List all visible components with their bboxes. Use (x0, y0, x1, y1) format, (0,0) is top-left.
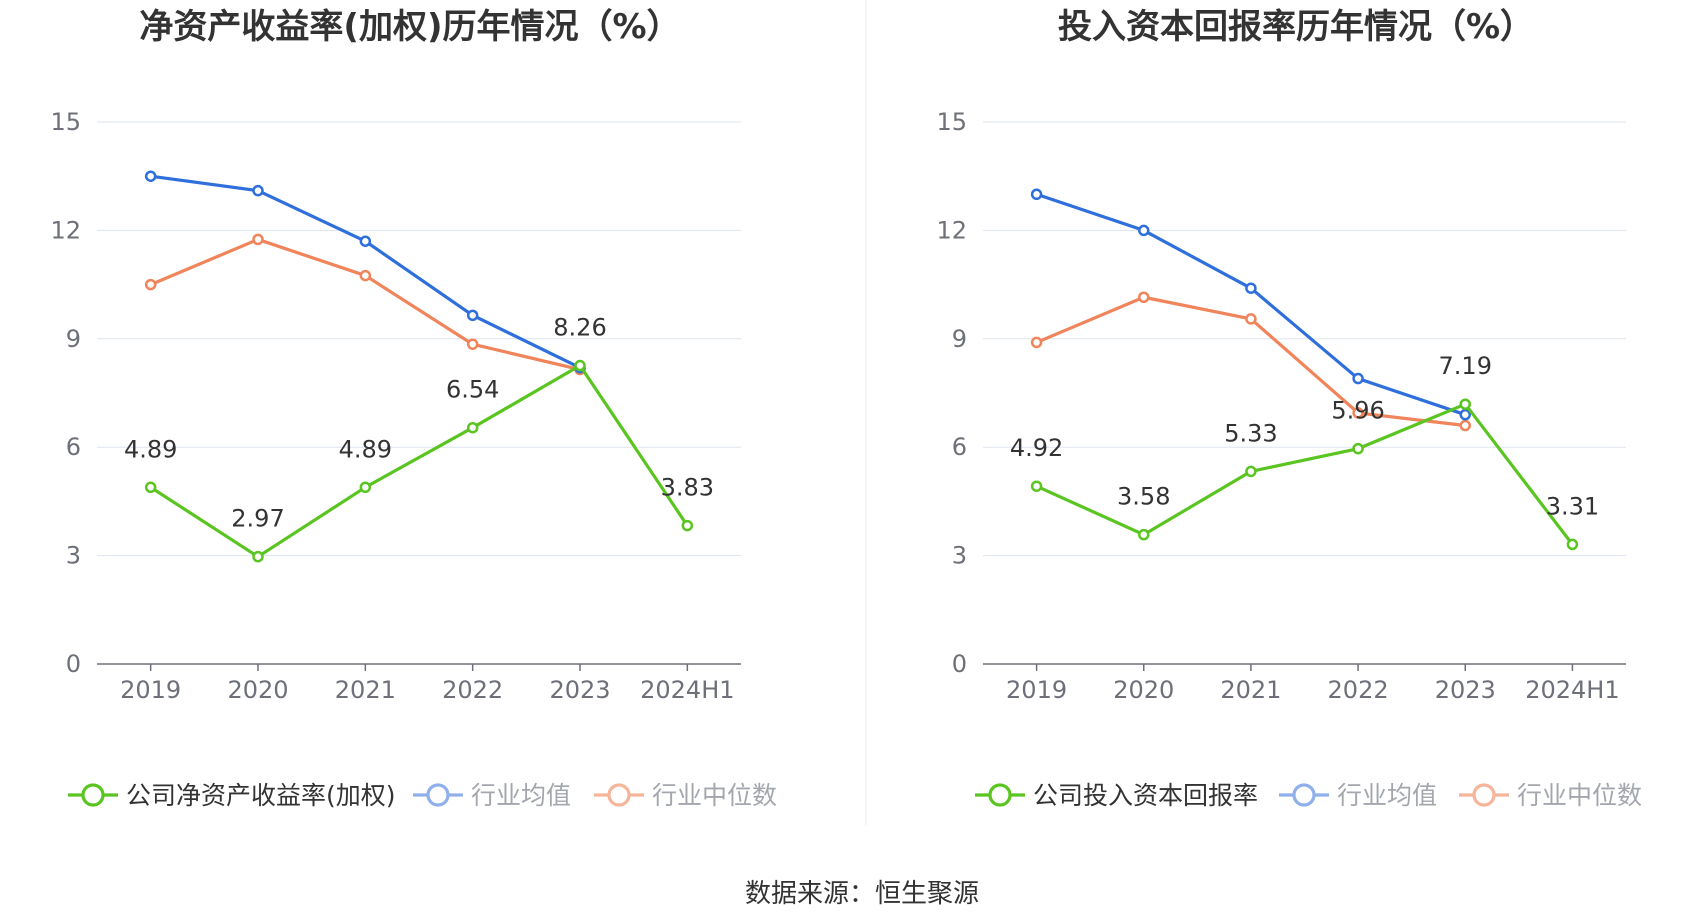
data-point-avg (1245, 282, 1257, 294)
data-source-note: 数据来源：恒生聚源 (745, 879, 979, 909)
data-point-company (144, 481, 157, 494)
data-point-company (1459, 398, 1471, 410)
legend-item-avg: 行业均值 (413, 781, 571, 810)
chart-title: 净资产收益率(加权)历年情况（%） (139, 7, 680, 47)
legend-item-company: 公司投入资本回报率 (975, 781, 1258, 810)
y-tick-label: 9 (66, 325, 81, 353)
legend-marker-icon (426, 783, 450, 807)
data-label: 6.54 (446, 376, 499, 404)
data-point-company (359, 481, 372, 494)
x-tick-label: 2019 (1006, 676, 1067, 704)
data-point-avg (466, 309, 479, 322)
data-label: 4.92 (1010, 434, 1063, 462)
legend-item-avg: 行业均值 (1279, 781, 1437, 810)
legend-marker-icon (81, 783, 105, 807)
legend-item-median: 行业中位数 (594, 781, 777, 810)
data-label: 7.19 (1439, 352, 1492, 380)
data-point-avg (1030, 188, 1043, 201)
legend-label: 公司净资产收益率(加权) (126, 781, 396, 810)
x-tick-label: 2021 (335, 676, 396, 704)
x-tick-label: 2021 (1220, 676, 1281, 704)
data-point-avg (1459, 408, 1471, 421)
y-tick-label: 3 (66, 542, 81, 570)
legend-marker-icon (1292, 783, 1316, 807)
data-point-median (359, 269, 372, 282)
x-tick-label: 2022 (442, 676, 503, 704)
legend-label: 行业均值 (471, 781, 571, 810)
y-tick-label: 6 (66, 433, 81, 461)
data-point-avg (144, 170, 157, 182)
data-point-company (1245, 465, 1257, 478)
data-point-company (1030, 480, 1043, 492)
data-point-company (252, 550, 264, 563)
legend-item-company: 公司净资产收益率(加权) (68, 781, 396, 810)
chart-title: 投入资本回报率历年情况（%） (1058, 7, 1534, 47)
data-point-company (1352, 442, 1364, 455)
data-point-company (681, 519, 694, 532)
data-point-company (466, 421, 479, 434)
y-tick-label: 15 (936, 108, 967, 136)
data-label: 2.97 (231, 505, 284, 533)
data-point-median (252, 233, 264, 246)
data-point-median (1138, 291, 1150, 303)
legend-label: 行业中位数 (1517, 781, 1642, 810)
x-tick-label: 2022 (1328, 676, 1389, 704)
data-point-company (574, 359, 586, 372)
series-line-median (150, 237, 581, 372)
data-point-avg (1352, 372, 1364, 385)
data-point-avg (359, 235, 372, 247)
data-point-median (466, 338, 479, 350)
chart-panel-1: 净资产收益率(加权)历年情况（%） 0 3 6 9 12 15 2019 2020 2021 202… (50, 7, 777, 810)
series-line-avg (1036, 192, 1466, 417)
data-label: 5.96 (1331, 397, 1384, 425)
data-label: 3.31 (1546, 492, 1599, 520)
y-tick-label: 3 (952, 542, 967, 570)
x-tick-label: 2020 (1113, 676, 1174, 704)
legend-marker-icon (607, 783, 631, 807)
data-point-median (144, 278, 157, 291)
x-tick-label: 2023 (549, 676, 610, 704)
y-tick-label: 9 (952, 325, 967, 353)
series-line-company (1035, 402, 1574, 546)
series-line-company (149, 363, 689, 559)
legend-marker-icon (988, 783, 1012, 807)
data-point-median (1459, 419, 1471, 432)
data-point-avg (252, 184, 264, 197)
data-label: 4.89 (124, 435, 177, 463)
data-point-median (1030, 336, 1043, 349)
y-tick-label: 12 (936, 216, 967, 244)
x-tick-label: 2019 (120, 676, 181, 704)
data-point-median (1245, 313, 1257, 325)
data-label: 3.83 (661, 474, 714, 502)
x-tick-label: 2024H1 (640, 676, 734, 704)
chart-panel-2: 投入资本回报率历年情况（%） 0 3 6 9 12 15 2019 2020 2021 2022 20… (936, 7, 1642, 810)
data-label: 3.58 (1117, 483, 1170, 511)
data-label: 8.26 (553, 314, 606, 342)
data-label: 4.89 (339, 435, 392, 463)
data-label: 5.33 (1224, 419, 1277, 447)
x-tick-label: 2023 (1435, 676, 1496, 704)
x-tick-label: 2020 (227, 676, 288, 704)
data-point-median (1352, 407, 1364, 419)
y-tick-label: 0 (66, 650, 81, 678)
legend-label: 行业均值 (1337, 781, 1437, 810)
data-point-avg (1138, 224, 1150, 237)
data-point-company (1566, 538, 1579, 551)
legend-label: 公司投入资本回报率 (1033, 781, 1258, 810)
legend-label: 行业中位数 (652, 781, 777, 810)
data-point-company (1138, 528, 1150, 541)
y-tick-label: 0 (952, 650, 967, 678)
legend-item-median: 行业中位数 (1459, 781, 1642, 810)
x-tick-label: 2024H1 (1525, 676, 1619, 704)
legend-marker-icon (1472, 783, 1496, 807)
y-tick-label: 12 (50, 216, 81, 244)
y-tick-label: 15 (50, 108, 81, 136)
y-tick-label: 6 (952, 433, 967, 461)
